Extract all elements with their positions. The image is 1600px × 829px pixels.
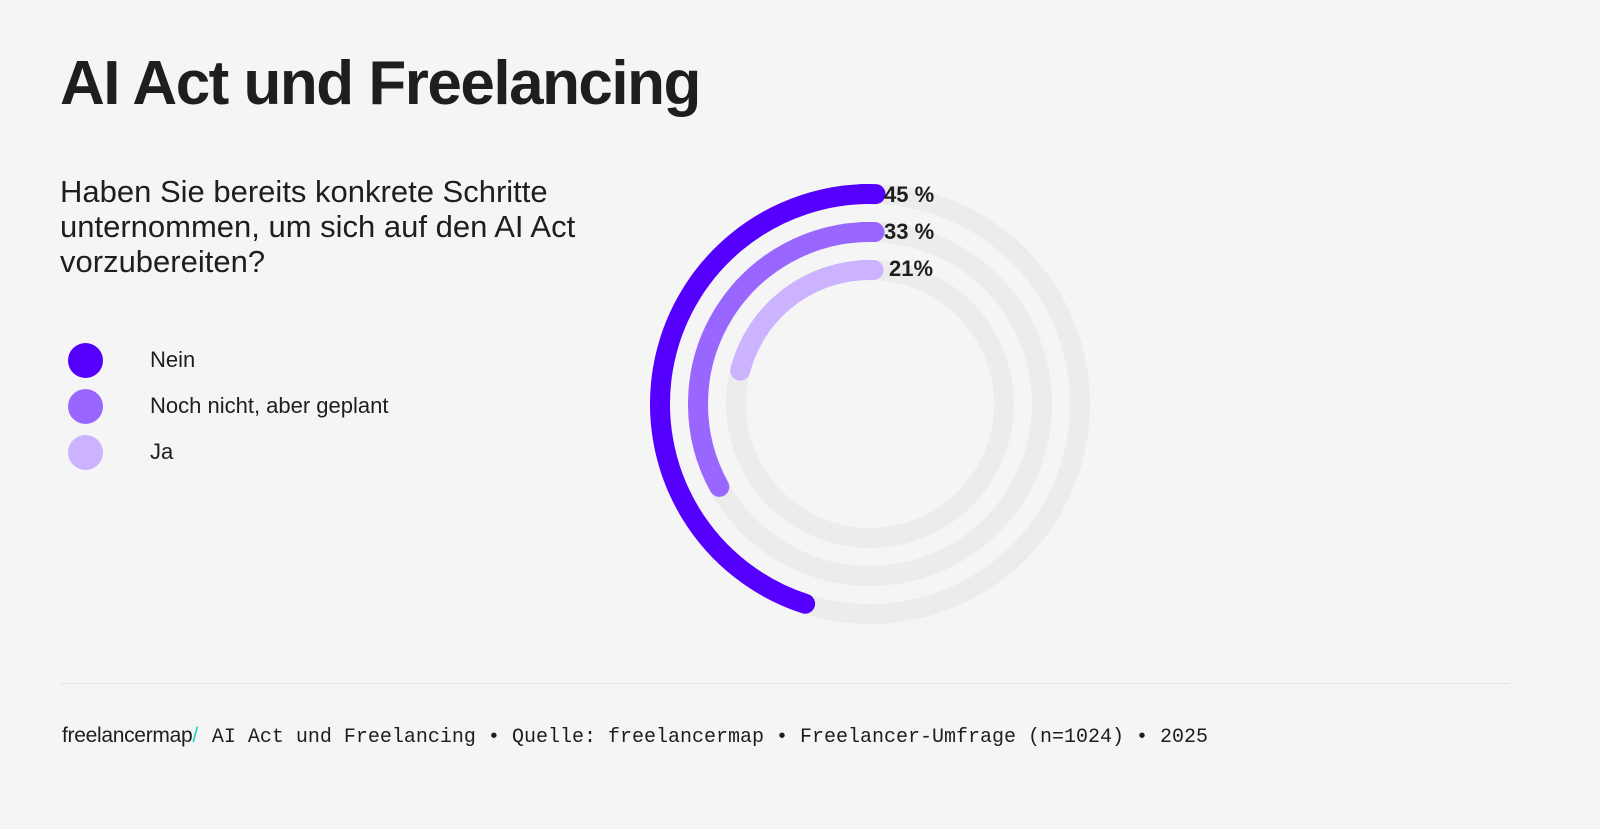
footer-divider: [60, 683, 1510, 684]
legend-label: Noch nicht, aber geplant: [150, 393, 389, 418]
legend-swatch: [68, 342, 103, 378]
legend-label: Ja: [150, 439, 174, 464]
legend-item-nein: Nein: [68, 337, 389, 383]
value-label-ja: 21%: [889, 256, 933, 281]
freelancermap-logo: freelancermap/: [62, 724, 198, 747]
ring-bar-start-1: [860, 184, 872, 204]
footer: freelancermap/ AI Act und Freelancing • …: [62, 724, 1208, 749]
ring-bar-start-3: [860, 260, 872, 280]
value-label-geplant: 33 %: [884, 219, 934, 244]
source-note: AI Act und Freelancing • Quelle: freelan…: [211, 726, 1209, 749]
chart-subtitle: Haben Sie bereits konkrete Schritte unte…: [60, 174, 576, 279]
legend-label: Nein: [150, 347, 196, 372]
ring-bar-2: [688, 222, 885, 497]
legend-item-geplant: Noch nicht, aber geplant: [68, 383, 389, 429]
ring-bar-3: [730, 260, 884, 381]
legend-swatch: [68, 388, 103, 424]
ring-bar-1: [650, 184, 886, 614]
legend: Nein Noch nicht, aber geplant Ja: [68, 337, 389, 475]
legend-swatch: [68, 434, 103, 470]
value-label-nein: 45 %: [884, 182, 934, 207]
legend-item-ja: Ja: [68, 429, 389, 475]
ring-bar-start-2: [860, 222, 872, 242]
chart-title: AI Act und Freelancing: [60, 49, 701, 118]
